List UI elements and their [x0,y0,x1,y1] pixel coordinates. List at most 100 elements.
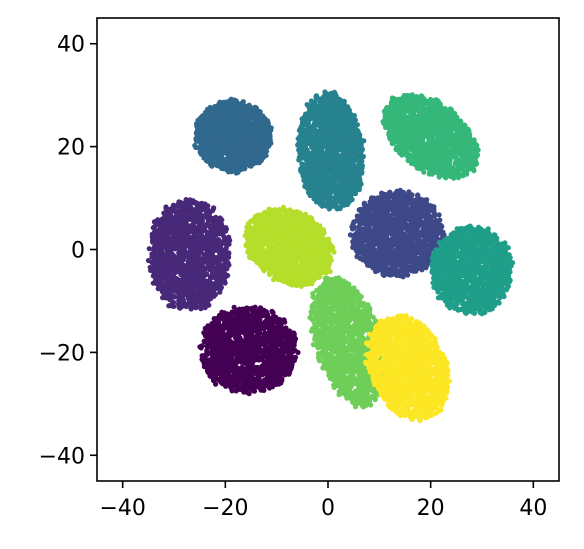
point [344,147,351,153]
point [467,141,473,147]
point [211,147,217,153]
point [328,204,334,210]
point [200,140,206,146]
point [325,127,331,133]
point [250,139,256,145]
point [305,152,312,158]
point [401,138,407,144]
point [253,105,259,111]
point [343,104,350,110]
point [253,115,259,121]
point [255,133,261,139]
point [441,142,447,148]
point [206,146,212,152]
point [222,112,228,118]
point [416,140,422,146]
point [308,140,314,146]
point [321,154,327,160]
point [458,143,464,149]
point [429,169,435,175]
point [242,112,248,118]
point [437,101,443,107]
point [299,122,305,128]
point [201,124,207,130]
point [336,153,342,159]
point [401,95,408,101]
point [216,147,222,153]
point [218,133,225,139]
point [433,128,439,134]
point [235,149,241,155]
point [403,106,410,112]
point [211,109,218,115]
point [226,162,232,168]
point [205,133,211,139]
point [236,103,242,109]
point [334,108,340,114]
point [328,168,334,174]
point [447,158,453,164]
point [316,139,322,145]
point [337,161,343,167]
point [310,100,316,106]
point [387,134,393,141]
point [315,197,321,203]
point [472,149,478,155]
point [338,191,344,197]
point [205,152,211,158]
point [324,184,330,190]
point [405,141,411,147]
point [465,126,471,132]
point [405,132,411,138]
point [245,105,251,111]
point [389,110,395,116]
point [455,175,461,181]
point [226,139,232,145]
point [213,160,219,166]
point [414,122,421,128]
point [233,145,239,151]
point [317,173,323,179]
point [214,155,220,161]
point [464,136,470,142]
point [307,129,313,135]
point [220,141,226,147]
point [452,152,458,158]
point [445,148,451,154]
point [344,133,350,139]
point [325,143,331,149]
point [354,164,360,170]
point [328,194,334,200]
point [329,117,335,123]
point [217,101,223,107]
point [341,126,347,132]
point [237,157,243,163]
point [416,108,422,114]
point [248,163,254,169]
point [233,167,239,173]
point [447,173,454,179]
cluster-0 [192,96,274,176]
point [344,113,350,119]
point [434,110,440,116]
point [300,173,306,179]
point [305,103,311,109]
point [437,164,443,170]
point [473,158,479,164]
point [267,126,273,132]
point [234,109,240,115]
point [333,93,339,100]
point [232,101,239,107]
point [322,172,328,178]
point [343,160,349,166]
point [465,148,471,154]
point [346,184,352,190]
point [352,142,358,148]
point [393,147,399,153]
point [471,137,477,143]
point [208,140,214,146]
point [211,105,217,111]
point [396,135,402,141]
point [199,117,205,123]
point [360,153,366,160]
